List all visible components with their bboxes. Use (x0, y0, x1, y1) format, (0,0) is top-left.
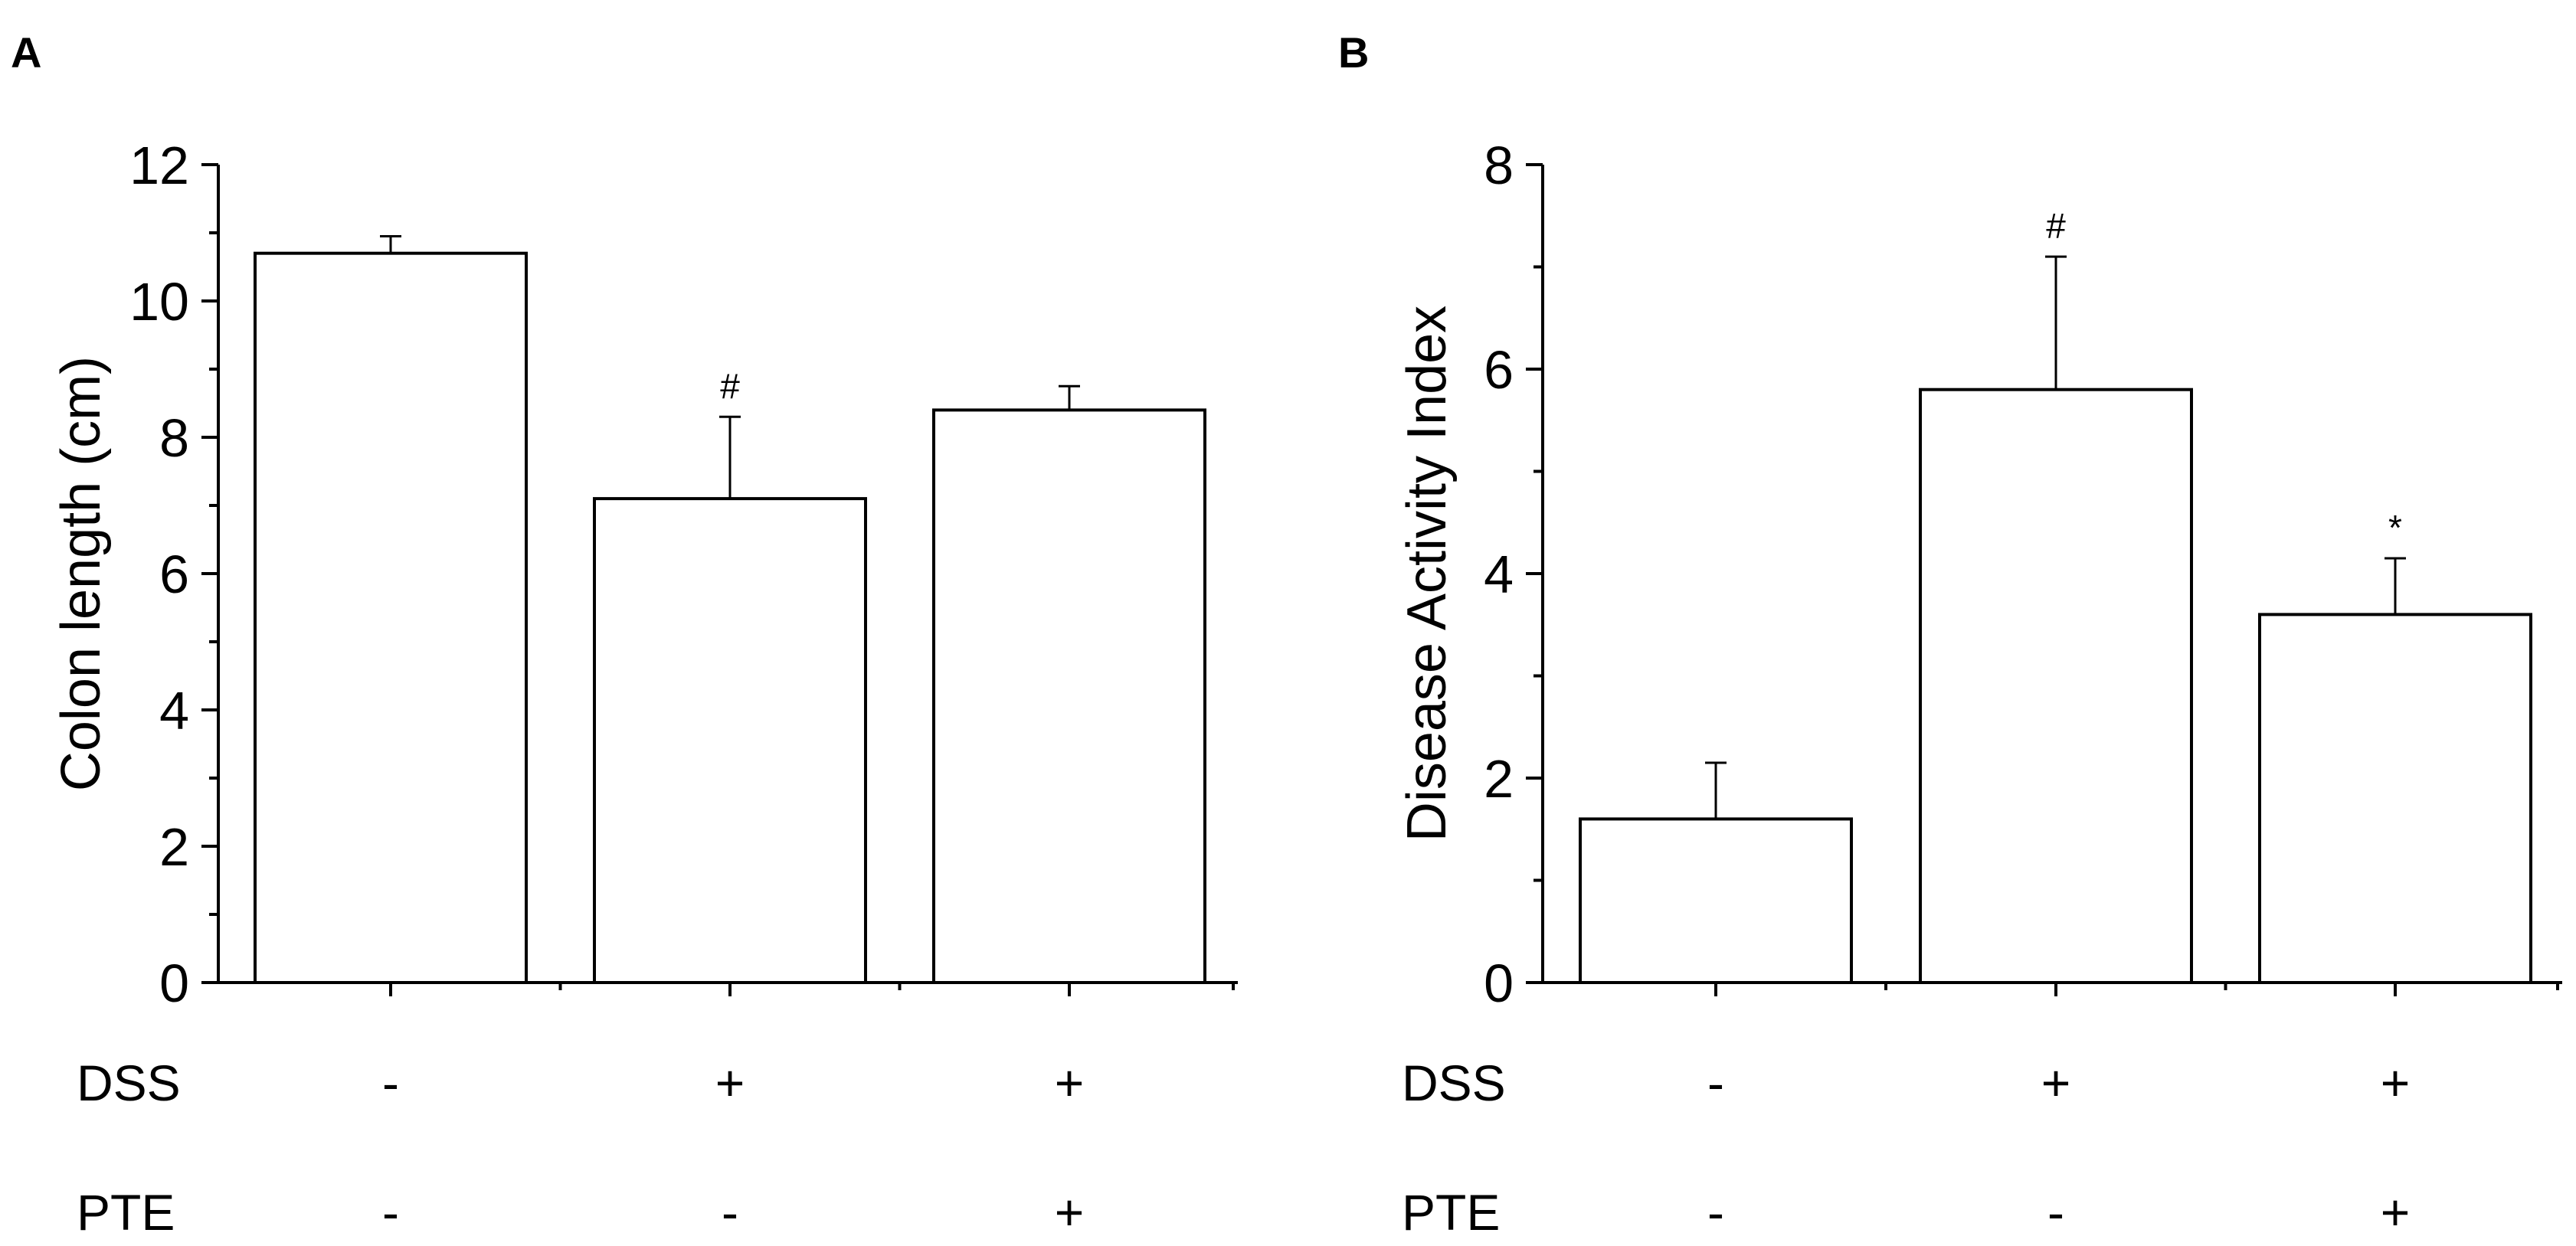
y-tick-label: 12 (129, 136, 189, 195)
y-tick-label: 2 (159, 817, 189, 877)
condition-mark: - (2047, 1184, 2064, 1241)
bar (593, 497, 867, 984)
condition-mark: + (2381, 1055, 2411, 1111)
y-tick-label: 2 (1484, 749, 1514, 809)
condition-mark: - (382, 1184, 399, 1241)
y-tick-label: 4 (1484, 545, 1514, 604)
y-tick-label: 6 (159, 545, 189, 604)
condition-mark: + (2381, 1184, 2411, 1241)
bar (254, 251, 528, 984)
bar (2258, 613, 2532, 985)
condition-mark: - (722, 1184, 738, 1241)
bar (1579, 817, 1853, 985)
y-tick-label: 10 (129, 272, 189, 332)
y-tick-label: 8 (1484, 136, 1514, 195)
significance-marker: * (2388, 508, 2402, 548)
significance-marker: # (2046, 206, 2066, 246)
condition-mark: + (1055, 1184, 1085, 1241)
y-tick-label: 6 (1484, 340, 1514, 400)
y-tick-label: 0 (159, 953, 189, 1013)
condition-mark: - (1707, 1055, 1724, 1111)
condition-label: PTE (1402, 1184, 1500, 1241)
condition-label: DSS (77, 1055, 181, 1111)
bar (1919, 388, 2193, 984)
y-tick-label: 0 (1484, 953, 1514, 1013)
condition-mark: - (382, 1055, 399, 1111)
bar (932, 408, 1206, 984)
panel-label: B (1338, 28, 1369, 77)
condition-mark: + (715, 1055, 745, 1111)
condition-label: PTE (77, 1184, 175, 1241)
y-tick-label: 4 (159, 681, 189, 741)
condition-mark: + (2041, 1055, 2071, 1111)
y-axis-title: Colon length (cm) (51, 356, 112, 791)
condition-mark: + (1055, 1055, 1085, 1111)
condition-mark: - (1707, 1184, 1724, 1241)
significance-marker: # (720, 366, 740, 406)
y-tick-label: 8 (159, 408, 189, 468)
y-axis-title: Disease Activity Index (1396, 306, 1458, 842)
condition-label: DSS (1402, 1055, 1506, 1111)
panel-label: A (11, 28, 41, 77)
